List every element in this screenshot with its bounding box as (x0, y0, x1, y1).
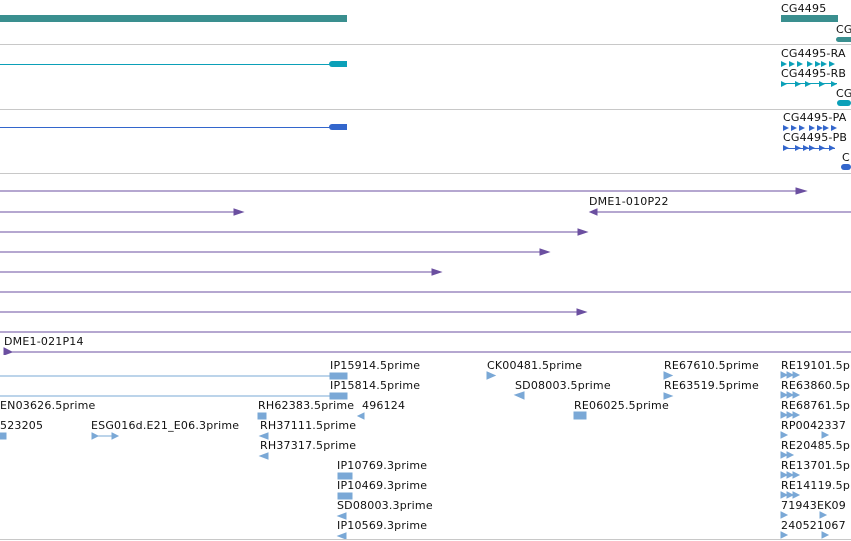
est-label[interactable]: 523205 (0, 419, 44, 432)
gene-label[interactable]: CG4495 (781, 2, 827, 15)
est-label[interactable]: IP10569.3prime (337, 519, 428, 532)
est-label[interactable]: RE06025.5prime (574, 399, 669, 412)
protein-label[interactable]: CG4495-PB (783, 131, 848, 144)
est-features[interactable] (0, 370, 851, 541)
est-label[interactable]: IP15814.5prime (330, 379, 421, 392)
clone-label[interactable]: DME1-010P22 (589, 195, 669, 208)
track-separator (0, 539, 851, 540)
clone-label[interactable]: DME1-021P14 (4, 335, 84, 348)
track-separator (0, 173, 851, 174)
protein-line (0, 127, 330, 128)
est-label[interactable]: RE14119.5p (781, 479, 851, 492)
est-label[interactable]: RE63860.5p (781, 379, 851, 392)
gene-feature-bar[interactable] (836, 37, 851, 42)
est-label[interactable]: IP15914.5prime (330, 359, 421, 372)
protein-label[interactable]: CG4495-PA (783, 111, 847, 124)
est-label[interactable]: 496124 (362, 399, 406, 412)
protein-label[interactable]: C (842, 151, 850, 164)
track-separator (0, 44, 851, 45)
est-label[interactable]: RE19101.5p (781, 359, 851, 372)
est-label[interactable]: RE68761.5p (781, 399, 851, 412)
est-label[interactable]: RE67610.5prime (664, 359, 759, 372)
clone-lines[interactable] (0, 180, 851, 355)
gene-feature-bar[interactable] (781, 15, 838, 22)
est-label[interactable]: 71943EK09 (781, 499, 846, 512)
est-label[interactable]: RE13701.5p (781, 459, 851, 472)
est-label[interactable]: RH37111.5prime (260, 419, 357, 432)
gene-label[interactable]: CG (836, 23, 851, 36)
transcript-label[interactable]: CG4495-RA (781, 47, 846, 60)
est-label[interactable]: 240521067 (781, 519, 846, 532)
est-label[interactable]: SD08003.3prime (337, 499, 433, 512)
est-label[interactable]: SD08003.5prime (515, 379, 611, 392)
gene-feature-bar[interactable] (0, 15, 347, 22)
est-label[interactable]: CK00481.5prime (487, 359, 583, 372)
transcript-structure[interactable] (781, 59, 851, 107)
est-label[interactable]: IP10769.3prime (337, 459, 428, 472)
est-label[interactable]: ESG016d.E21_E06.3prime (91, 419, 240, 432)
est-label[interactable]: EN03626.5prime (0, 399, 96, 412)
protein-structure[interactable] (783, 123, 851, 171)
est-label[interactable]: RE63519.5prime (664, 379, 759, 392)
transcript-intron-line (0, 64, 330, 65)
est-label[interactable]: RE20485.5p (781, 439, 851, 452)
transcript-label[interactable]: CG (836, 87, 851, 100)
transcript-exon[interactable] (329, 61, 347, 67)
est-label[interactable]: RH37317.5prime (260, 439, 357, 452)
est-label[interactable]: IP10469.3prime (337, 479, 428, 492)
transcript-label[interactable]: CG4495-RB (781, 67, 847, 80)
protein-feature[interactable] (329, 124, 347, 130)
est-label[interactable]: RP0042337 (781, 419, 847, 432)
est-label[interactable]: RH62383.5prime (258, 399, 355, 412)
track-separator (0, 109, 851, 110)
